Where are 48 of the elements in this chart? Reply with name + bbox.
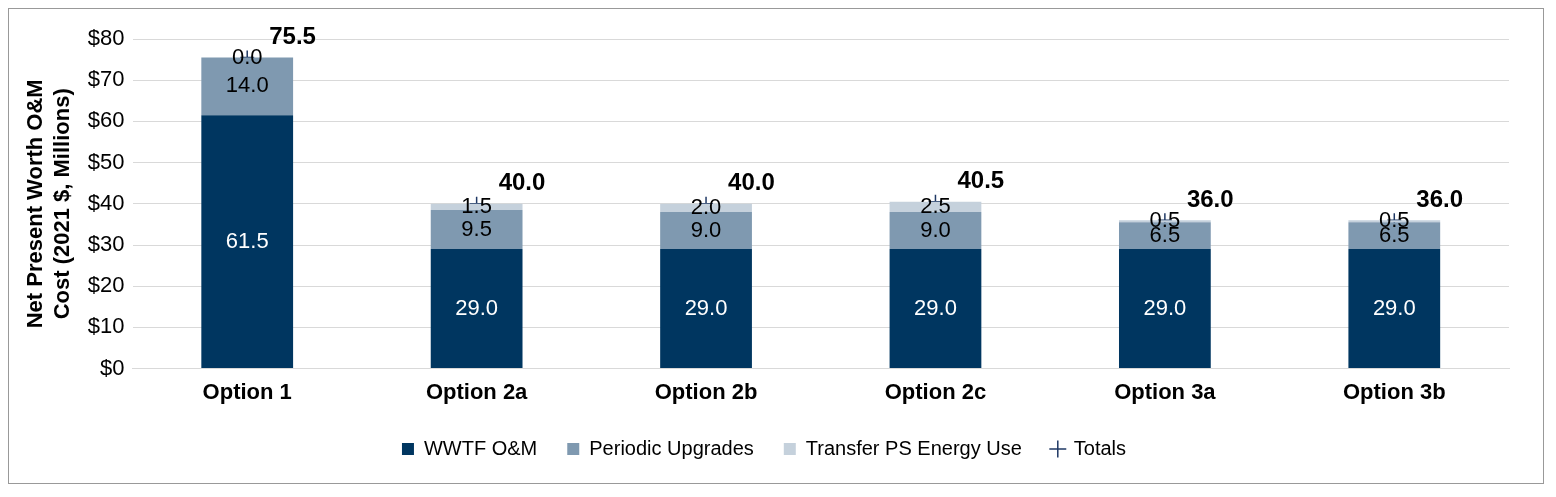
y-tick-label: $10	[87, 313, 125, 339]
bar	[1118, 249, 1211, 369]
data-label: 29.0	[455, 294, 499, 320]
data-label: 61.5	[225, 227, 269, 253]
legend-label: Transfer PS Energy Use	[805, 436, 1022, 459]
bar	[660, 212, 752, 250]
y-tick-label: $50	[87, 148, 125, 174]
y-axis-title: Net Present Worth O&M Cost (2021 $, Millions)	[22, 79, 74, 329]
y-tick-label: $0	[100, 354, 125, 380]
data-label: 36.0	[1416, 184, 1464, 212]
data-label: 40.0	[498, 168, 546, 196]
x-tick-label: Option 3a	[1114, 378, 1217, 404]
x-tick-label: Option 2b	[654, 378, 758, 404]
data-label: 14.0	[225, 72, 269, 98]
bar	[660, 249, 752, 369]
data-label: 29.0	[1143, 294, 1187, 320]
data-label: 36.0	[1186, 184, 1234, 212]
bar	[1348, 249, 1441, 369]
bar	[201, 115, 294, 369]
data-label: 9.0	[690, 216, 722, 242]
x-tick-label: Option 2c	[884, 378, 987, 404]
data-label: 2.5	[920, 192, 951, 218]
x-tick-label: Option 1	[202, 378, 292, 404]
data-label: 0.0	[231, 43, 263, 69]
bar	[889, 212, 982, 250]
bar	[430, 249, 523, 369]
y-tick-label: $80	[87, 25, 125, 51]
data-label: 40.5	[957, 166, 1005, 194]
data-label: 29.0	[914, 294, 957, 320]
y-tick-label: $30	[87, 231, 125, 257]
data-label: 9.5	[461, 215, 492, 241]
x-tick-label: Option 3b	[1342, 378, 1446, 404]
y-tick-label: $20	[87, 272, 125, 298]
data-label: 29.0	[1372, 294, 1416, 320]
data-label: 2.0	[690, 193, 722, 219]
x-tick-label: Option 2a	[425, 378, 529, 404]
data-label: 40.0	[728, 168, 775, 196]
legend-label: Totals	[1073, 436, 1127, 459]
y-tick-label: $60	[87, 107, 125, 133]
y-tick-label: $40	[87, 189, 125, 215]
data-label: 9.0	[920, 216, 951, 242]
legend-label: Periodic Upgrades	[589, 436, 754, 459]
legend-label: WWTF O&M	[423, 436, 538, 459]
data-label: 75.5	[269, 22, 316, 50]
bar	[889, 249, 982, 369]
data-label: 29.0	[684, 294, 728, 320]
data-label: 1.5	[461, 192, 492, 218]
y-tick-label: $70	[87, 66, 125, 92]
